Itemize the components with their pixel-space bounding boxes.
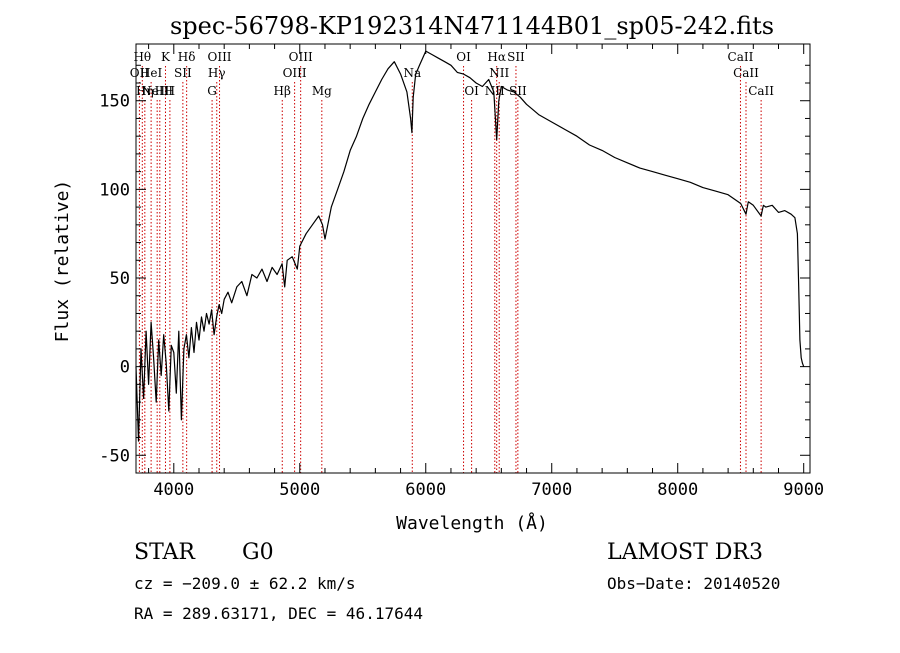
spectrum-layer <box>135 50 805 442</box>
line-label-7: H <box>165 84 175 98</box>
x-tick-label-0: 4000 <box>153 480 194 500</box>
line-label-21: Hα <box>487 50 506 64</box>
line-label-6: K <box>161 50 171 64</box>
object-type: STAR <box>134 540 195 565</box>
line-label-4: NeIII <box>141 84 173 98</box>
x-axis: 4000 5000 6000 7000 8000 9000 <box>148 44 824 500</box>
line-label-20: NII <box>485 84 505 98</box>
y-tick-label-0: -50 <box>99 446 130 466</box>
y-tick-label-2: 50 <box>110 269 130 289</box>
x-tick-label-5: 9000 <box>783 480 824 500</box>
line-label-19: OI <box>464 84 479 98</box>
line-label-26: CaII <box>733 66 759 80</box>
spectrum-line <box>135 50 805 442</box>
y-tick-label-3: 100 <box>99 180 130 200</box>
redshift-readout: cz = −209.0 ± 62.2 km/s <box>134 574 356 593</box>
emission-lines <box>138 66 762 473</box>
coordinates-readout: RA = 289.63171, DEC = 46.17644 <box>134 604 423 623</box>
line-label-9: Hδ <box>178 50 196 64</box>
y-tick-label-4: 150 <box>99 92 130 112</box>
line-label-12: OIII <box>207 50 231 64</box>
x-tick-label-2: 6000 <box>405 480 446 500</box>
y-tick-label-1: 0 <box>120 358 130 378</box>
line-label-0: Hθ <box>133 50 151 64</box>
chart-title: spec-56798-KP192314N471144B01_sp05-242.f… <box>170 12 774 40</box>
x-axis-label: Wavelength (Å) <box>396 512 548 534</box>
x-tick-label-1: 5000 <box>279 480 320 500</box>
line-label-22: NII <box>489 66 509 80</box>
spectral-subclass: G0 <box>242 540 274 565</box>
line-label-1: OII <box>130 66 150 80</box>
plot-frame <box>135 43 811 474</box>
observation-date: Obs−Date: 20140520 <box>607 574 781 593</box>
x-tick-label-4: 8000 <box>657 480 698 500</box>
line-label-8: SII <box>174 66 192 80</box>
line-label-17: Na <box>403 66 421 80</box>
line-label-16: Mg <box>312 84 332 98</box>
survey-name: LAMOST DR3 <box>607 540 763 565</box>
x-tick-label-3: 7000 <box>531 480 572 500</box>
line-label-18: OI <box>456 50 471 64</box>
line-label-2: Hη <box>136 84 154 98</box>
line-label-27: CaII <box>748 84 774 98</box>
line-label-5: H <box>155 84 165 98</box>
line-label-3: HeI <box>140 66 163 80</box>
line-label-15: OIII <box>289 50 313 64</box>
line-label-14: OIII <box>283 66 307 80</box>
line-label-23: SII <box>507 50 525 64</box>
y-axis: -50 0 50 100 150 <box>99 64 810 466</box>
y-axis-label: Flux (relative) <box>52 180 73 343</box>
line-label-24: SII <box>509 84 527 98</box>
line-label-13: Hβ <box>274 84 291 98</box>
line-label-11: Hγ <box>208 66 226 80</box>
line-label-25: CaII <box>728 50 754 64</box>
line-label-10: G <box>207 84 217 98</box>
